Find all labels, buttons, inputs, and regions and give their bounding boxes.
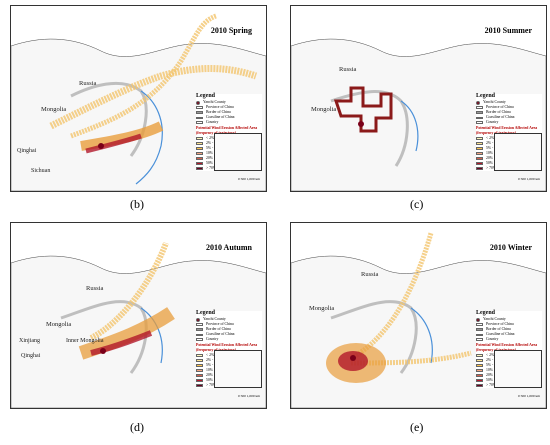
inset-map <box>494 133 542 171</box>
legend-title: Legend <box>196 93 216 99</box>
legend-class-6: > 70% <box>196 166 262 171</box>
legend-item-yanchi: Yanchi County <box>196 100 262 105</box>
label-sichuan: Sichuan <box>31 168 51 174</box>
panel-title: 2010 Winter <box>489 243 532 252</box>
label-xinjiang: Xinjiang <box>19 338 40 344</box>
label-qinghai: Qinghai <box>21 353 41 359</box>
legend-item-coast: Coastline of China <box>196 115 262 120</box>
scale-bar: 0 500 1,000 km <box>518 177 540 181</box>
scale-bar: 0 500 1,000 km <box>238 177 260 181</box>
label-inner-mongolia: Inner Mongolia <box>66 338 104 344</box>
map-panel-spring: 2010 Spring Russia Mongolia Qinghai Sich… <box>10 5 267 192</box>
map-panel-winter: 2010 Winter Russia Mongolia Legend Yanch… <box>290 222 547 409</box>
yanchi-county-marker <box>100 348 106 354</box>
yanchi-county-marker <box>350 355 356 361</box>
label-mongolia: Mongolia <box>41 106 67 113</box>
label-russia: Russia <box>361 271 379 278</box>
yanchi-county-marker <box>358 121 364 127</box>
legend-class-0: < 2% <box>196 136 262 141</box>
legend-class-2: 5% - 10% <box>196 146 262 151</box>
caption-b: (b) <box>130 197 144 211</box>
legend-item-country: Country <box>196 120 262 125</box>
panel-title: 2010 Spring <box>210 26 252 35</box>
label-mongolia: Mongolia <box>46 321 72 328</box>
inset-map <box>494 350 542 388</box>
panel-title: 2010 Autumn <box>205 243 252 252</box>
inset-map <box>214 133 262 171</box>
label-russia: Russia <box>79 80 97 87</box>
label-mongolia: Mongolia <box>311 106 337 113</box>
scale-bar: 0 500 1,000 km <box>518 394 540 398</box>
label-qinghai: Qinghai <box>17 148 37 154</box>
legend: Legend Yanchi County Province of China B… <box>476 310 542 388</box>
scale-bar: 0 500 1,000 km <box>238 394 260 398</box>
label-russia: Russia <box>86 285 104 292</box>
legend-class-1: 2% - 5% <box>196 141 262 146</box>
caption-e: (e) <box>410 420 424 434</box>
map-panel-summer: 2010 Summer Russia Mongolia Legend Yanch… <box>290 5 547 192</box>
label-mongolia: Mongolia <box>309 305 335 312</box>
caption-d: (d) <box>130 420 144 434</box>
map-panel-autumn: 2010 Autumn Russia Mongolia Xinjiang Inn… <box>10 222 267 409</box>
legend-item-border: Border of China <box>196 110 262 115</box>
label-russia: Russia <box>339 66 357 73</box>
panel-title: 2010 Summer <box>484 26 532 35</box>
inset-map <box>214 350 262 388</box>
yanchi-county-marker <box>98 143 104 149</box>
caption-c: (c) <box>410 197 424 211</box>
legend-item-province: Province of China <box>196 105 262 110</box>
